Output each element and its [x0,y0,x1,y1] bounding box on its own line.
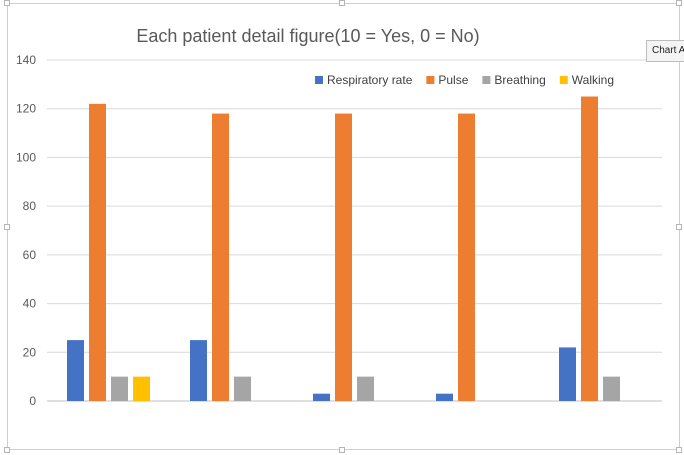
resize-handle-top-right[interactable] [676,0,682,6]
bar[interactable] [212,113,229,401]
bar[interactable] [190,340,207,401]
bar[interactable] [559,347,576,401]
y-tick-label: 40 [23,297,37,311]
resize-handle-bottom[interactable] [339,447,345,453]
y-tick-label: 140 [16,53,36,67]
legend-label: Walking [572,73,614,87]
y-tick-label: 60 [23,248,37,262]
legend-label: Breathing [494,73,545,87]
bar[interactable] [436,393,453,401]
resize-handle-top[interactable] [339,0,345,6]
bar[interactable] [234,376,251,401]
bar[interactable] [581,96,598,402]
y-tick-label: 100 [16,150,36,164]
y-tick-label: 20 [23,345,37,359]
legend-swatch [426,76,435,84]
resize-handle-bottom-left[interactable] [4,447,10,453]
resize-handle-right[interactable] [676,224,682,230]
bar[interactable] [133,376,150,401]
tooltip-label: Chart Area [652,45,684,56]
resize-handle-left[interactable] [4,224,10,230]
legend-label: Respiratory rate [327,73,413,87]
bar[interactable] [111,376,128,401]
bar[interactable] [67,340,84,401]
legend-label: Pulse [438,73,468,87]
bar[interactable] [89,103,106,401]
chart-title: Each patient detail figure(10 = Yes, 0 =… [136,26,479,46]
bars [67,96,620,402]
resize-handle-top-left[interactable] [4,0,10,6]
bar[interactable] [357,376,374,401]
legend: Respiratory rate Pulse Breathing Walking [315,73,614,87]
bar[interactable] [313,393,330,401]
gridlines [47,59,662,402]
y-tick-label: 120 [16,102,36,116]
legend-swatch [559,76,568,84]
y-tick-label: 0 [29,394,36,408]
bar[interactable] [603,376,620,401]
chart-area-tooltip: Chart Area [646,40,684,62]
bar[interactable] [458,113,475,401]
bar[interactable] [335,113,352,401]
legend-swatch [482,76,491,84]
y-tick-label: 80 [23,199,37,213]
legend-swatch [315,76,323,84]
y-axis-ticks: 0 20 40 60 80 100 120 140 [16,53,36,408]
resize-handle-bottom-right[interactable] [676,447,682,453]
